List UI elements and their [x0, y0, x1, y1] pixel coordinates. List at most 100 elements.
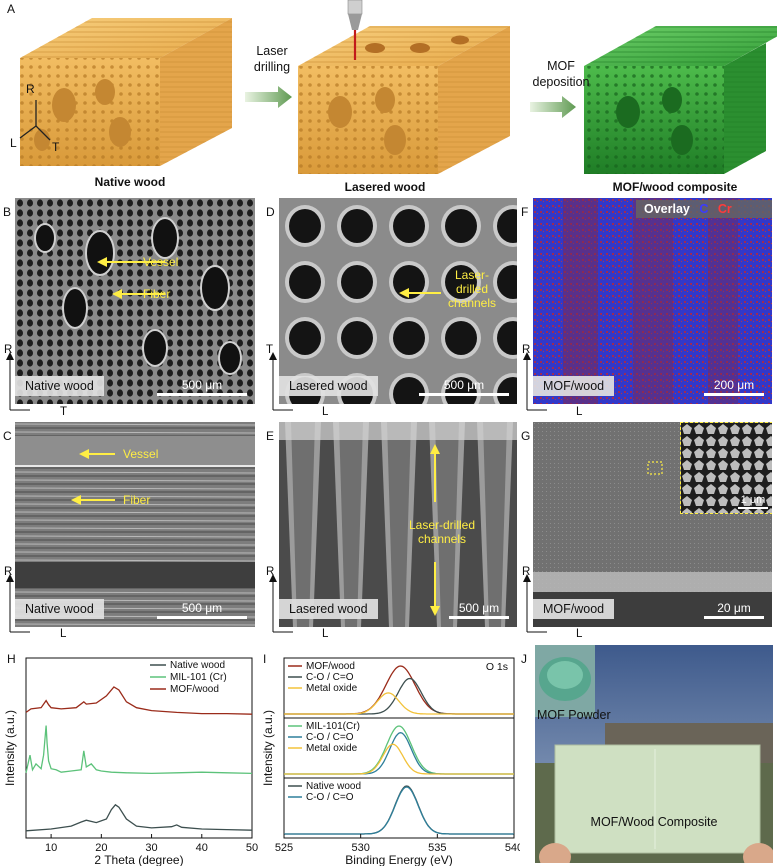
- axis-d-vertical: T: [266, 344, 274, 356]
- arrow-laser: [245, 86, 292, 108]
- overlay-legend: Overlay C Cr: [636, 200, 772, 218]
- ylabel-i: Intensity (a.u.): [261, 710, 275, 786]
- annotation-fiber-c: Fiber: [123, 493, 151, 507]
- caption-mof-wood: MOF/wood composite: [612, 180, 738, 194]
- mof-powder-label: MOF Powder: [537, 708, 611, 722]
- legend-label-i-0-1: C-O / C=O: [306, 672, 354, 683]
- annotation-vessel-c: Vessel: [123, 447, 159, 461]
- mof-wood-block: [584, 26, 777, 174]
- legend-label-i-2-0: Native wood: [306, 781, 361, 792]
- axis-b-horizontal: T: [60, 406, 68, 418]
- xtick-label-h-50: 50: [246, 842, 258, 854]
- xtick-label-i-535: 535: [428, 842, 446, 854]
- schematic-diagram: [19, 0, 777, 174]
- legend-label-i-0-2: Metal oxide: [306, 683, 358, 694]
- scale-text-c: 500 μm: [181, 601, 223, 615]
- sem-image-d: Laser-drilled channels Lasered wood 500 …: [279, 198, 517, 404]
- panel-label-g: G: [521, 429, 531, 443]
- sem-image-b: Vessel Fiber Native wood 500 μm: [15, 198, 255, 404]
- scale-text-d: 500 μm: [443, 378, 485, 392]
- lasered-wood-block: [298, 0, 510, 174]
- xlabel-i: Binding Energy (eV): [345, 853, 452, 866]
- photo-composite: MOF Powder MOF/Wood Composite: [535, 645, 773, 863]
- panel-label-j: J: [521, 652, 527, 666]
- overlay-label: Overlay: [644, 202, 690, 216]
- axis-g-vertical: R: [522, 566, 531, 578]
- inset-scale-text: 1 μm: [740, 494, 766, 506]
- sem-tag-g: MOF/wood: [533, 599, 615, 619]
- arrow-mof: [530, 96, 576, 118]
- eds-map-f: Overlay C Cr MOF/wood 200 μm: [533, 198, 772, 404]
- series-mof-wood: [25, 686, 253, 715]
- chromium-label: Cr: [717, 202, 732, 216]
- axes-g: [523, 574, 547, 633]
- series-native-wood: [25, 803, 253, 832]
- xps-curve-1-2: [284, 743, 514, 775]
- xps-curve-0-2: [284, 692, 514, 715]
- ylabel-h: Intensity (a.u.): [3, 710, 17, 786]
- plot-frame-h: [25, 657, 253, 839]
- sem-tag-e: Lasered wood: [279, 599, 378, 619]
- sem-tag-c: Native wood: [15, 599, 104, 619]
- sem-image-e: Laser-drilled channels Lasered wood 500 …: [279, 422, 517, 627]
- scale-text-f: 200 μm: [713, 378, 755, 392]
- legend-label-h-0: Native wood: [170, 660, 225, 671]
- axes-c: [6, 574, 30, 633]
- panel-label-b: B: [3, 205, 12, 219]
- scale-text-e: 500 μm: [458, 601, 500, 615]
- panel-label-i: I: [263, 652, 267, 666]
- native-wood-block: [20, 18, 232, 166]
- carbon-label: C: [699, 202, 709, 216]
- inset-scale-bar: 1 μm: [738, 494, 768, 509]
- annotation-fiber-b: Fiber: [143, 287, 171, 301]
- axis-c-vertical: R: [4, 566, 13, 578]
- scale-bar-c: 500 μm: [157, 601, 247, 619]
- panel-label-d: D: [266, 205, 275, 219]
- chart-title-i: O 1s: [486, 661, 508, 673]
- xlabel-h: 2 Theta (degree): [94, 853, 183, 866]
- legend-label-i-1-0: MIL-101(Cr): [306, 721, 360, 732]
- sem-tag-f: MOF/wood: [533, 376, 615, 396]
- legend-label-h-2: MOF/wood: [170, 684, 219, 695]
- panel-label-a: A: [7, 2, 16, 16]
- axis-f-vertical: R: [522, 344, 531, 356]
- legend-label-i-1-2: Metal oxide: [306, 743, 358, 754]
- scale-text-b: 500 μm: [181, 378, 223, 392]
- panel-label-e: E: [266, 429, 275, 443]
- axis-d-horizontal: L: [322, 406, 329, 418]
- axis-label-t: T: [52, 140, 60, 154]
- axis-e-vertical: R: [266, 566, 275, 578]
- axis-label-r: R: [26, 82, 35, 96]
- plot-frame-i: [283, 657, 515, 839]
- xtick-label-h-30: 30: [145, 842, 157, 854]
- annotation-vessel-b: Vessel: [143, 255, 179, 269]
- axes-f: [523, 352, 547, 411]
- axes-e: [269, 574, 293, 633]
- sem-image-c: Vessel Fiber Native wood 500 μm: [15, 422, 255, 627]
- axis-b-vertical: R: [4, 344, 13, 356]
- scale-text-g: 20 μm: [717, 601, 751, 615]
- annotation-channels-d: Laser-drilled channels: [447, 268, 497, 310]
- panel-label-f: F: [521, 205, 529, 219]
- axis-label-l: L: [10, 136, 17, 150]
- xps-curve-2-1: [284, 786, 514, 835]
- axis-f-horizontal: L: [576, 406, 583, 418]
- panel-label-h: H: [7, 652, 16, 666]
- legend-label-i-2-1: C-O / C=O: [306, 792, 354, 803]
- caption-lasered-wood: Lasered wood: [344, 180, 426, 194]
- rlt-axes: [19, 100, 51, 141]
- xtick-label-i-540: 540: [505, 842, 520, 854]
- series-mil-101-cr-: [25, 725, 253, 775]
- legend-label-i-1-1: C-O / C=O: [306, 732, 354, 743]
- sem-tag-d: Lasered wood: [279, 376, 378, 396]
- inset-crystals: 1 μm: [680, 422, 772, 514]
- scale-bar-f: 200 μm: [704, 378, 764, 396]
- xtick-label-h-40: 40: [196, 842, 208, 854]
- step-laser-label: Laser drilling: [253, 44, 291, 74]
- scale-bar-d: 500 μm: [419, 378, 509, 396]
- axis-e-horizontal: L: [322, 628, 329, 640]
- panel-label-c: C: [3, 429, 12, 443]
- axes-b: [6, 352, 30, 411]
- xrd-chart: 10 20 30 40 50 2 Theta (degree) Intensity (a.u…: [3, 657, 258, 866]
